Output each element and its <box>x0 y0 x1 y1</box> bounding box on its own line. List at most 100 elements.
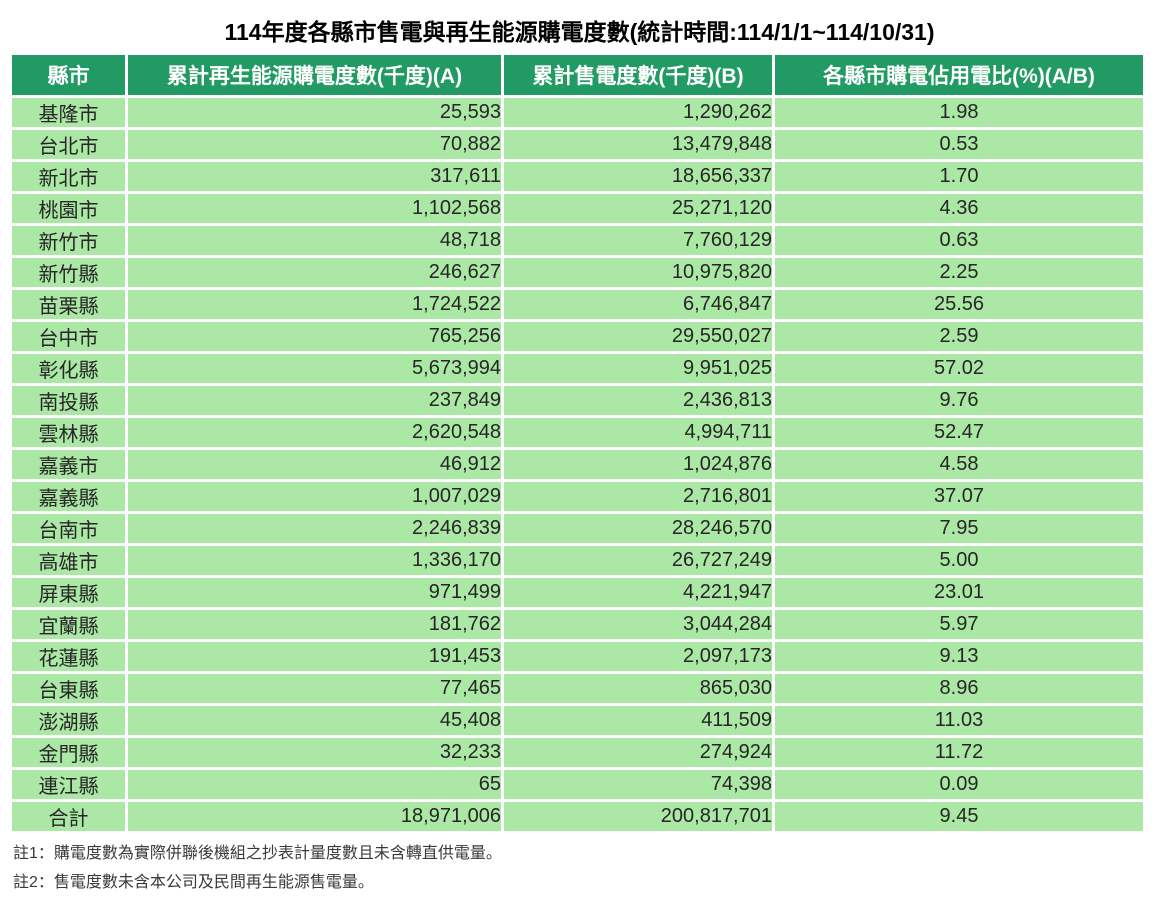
table-row: 台中市 765,256 29,550,027 2.59 <box>12 322 1143 351</box>
cell-renewable-purchase: 237,849 <box>128 386 501 415</box>
table-row: 花蓮縣 191,453 2,097,173 9.13 <box>12 642 1143 671</box>
cell-purchase-ratio: 9.45 <box>775 802 1143 831</box>
table-row: 台東縣 77,465 865,030 8.96 <box>12 674 1143 703</box>
cell-purchase-ratio: 8.96 <box>775 674 1143 703</box>
table-row: 嘉義縣 1,007,029 2,716,801 37.07 <box>12 482 1143 511</box>
cell-purchase-ratio: 9.13 <box>775 642 1143 671</box>
cell-electricity-sales: 2,716,801 <box>504 482 772 511</box>
cell-purchase-ratio: 57.02 <box>775 354 1143 383</box>
table-row: 高雄市 1,336,170 26,727,249 5.00 <box>12 546 1143 575</box>
table-body: 基隆市 25,593 1,290,262 1.98 台北市 70,882 13,479,84… <box>12 98 1143 831</box>
cell-purchase-ratio: 1.98 <box>775 98 1143 127</box>
footnote-2: 註2：售電度數未含本公司及民間再生能源售電量。 <box>13 874 374 891</box>
cell-region: 金門縣 <box>12 738 125 767</box>
cell-renewable-purchase: 25,593 <box>128 98 501 127</box>
cell-region: 澎湖縣 <box>12 706 125 735</box>
cell-purchase-ratio: 5.00 <box>775 546 1143 575</box>
cell-renewable-purchase: 5,673,994 <box>128 354 501 383</box>
cell-electricity-sales: 74,398 <box>504 770 772 799</box>
cell-renewable-purchase: 18,971,006 <box>128 802 501 831</box>
cell-region: 高雄市 <box>12 546 125 575</box>
page-title: 114年度各縣市售電與再生能源購電度數(統計時間:114/1/1~114/10/… <box>224 19 935 45</box>
table-row: 金門縣 32,233 274,924 11.72 <box>12 738 1143 767</box>
cell-electricity-sales: 29,550,027 <box>504 322 772 351</box>
cell-renewable-purchase: 317,611 <box>128 162 501 191</box>
cell-purchase-ratio: 9.76 <box>775 386 1143 415</box>
cell-electricity-sales: 25,271,120 <box>504 194 772 223</box>
cell-renewable-purchase: 971,499 <box>128 578 501 607</box>
cell-region: 苗栗縣 <box>12 290 125 319</box>
cell-renewable-purchase: 1,102,568 <box>128 194 501 223</box>
cell-region: 合計 <box>12 802 125 831</box>
table-row: 新北市 317,611 18,656,337 1.70 <box>12 162 1143 191</box>
cell-electricity-sales: 411,509 <box>504 706 772 735</box>
cell-purchase-ratio: 7.95 <box>775 514 1143 543</box>
cell-region: 新竹市 <box>12 226 125 255</box>
cell-electricity-sales: 2,097,173 <box>504 642 772 671</box>
cell-region: 新竹縣 <box>12 258 125 287</box>
table-row: 嘉義市 46,912 1,024,876 4.58 <box>12 450 1143 479</box>
header-row: 縣市 累計再生能源購電度數(千度)(A) 累計售電度數(千度)(B) 各縣市購電… <box>12 55 1143 95</box>
cell-electricity-sales: 274,924 <box>504 738 772 767</box>
cell-electricity-sales: 28,246,570 <box>504 514 772 543</box>
cell-renewable-purchase: 65 <box>128 770 501 799</box>
cell-region: 花蓮縣 <box>12 642 125 671</box>
cell-region: 連江縣 <box>12 770 125 799</box>
cell-purchase-ratio: 52.47 <box>775 418 1143 447</box>
cell-purchase-ratio: 37.07 <box>775 482 1143 511</box>
table-row: 台南市 2,246,839 28,246,570 7.95 <box>12 514 1143 543</box>
cell-electricity-sales: 865,030 <box>504 674 772 703</box>
cell-electricity-sales: 1,290,262 <box>504 98 772 127</box>
table-row: 雲林縣 2,620,548 4,994,711 52.47 <box>12 418 1143 447</box>
cell-region: 基隆市 <box>12 98 125 127</box>
cell-purchase-ratio: 5.97 <box>775 610 1143 639</box>
cell-electricity-sales: 3,044,284 <box>504 610 772 639</box>
table-row: 桃園市 1,102,568 25,271,120 4.36 <box>12 194 1143 223</box>
table-row: 苗栗縣 1,724,522 6,746,847 25.56 <box>12 290 1143 319</box>
cell-renewable-purchase: 765,256 <box>128 322 501 351</box>
cell-renewable-purchase: 48,718 <box>128 226 501 255</box>
cell-renewable-purchase: 1,007,029 <box>128 482 501 511</box>
cell-renewable-purchase: 2,246,839 <box>128 514 501 543</box>
cell-region: 台北市 <box>12 130 125 159</box>
cell-electricity-sales: 1,024,876 <box>504 450 772 479</box>
cell-purchase-ratio: 0.63 <box>775 226 1143 255</box>
cell-region: 台東縣 <box>12 674 125 703</box>
cell-purchase-ratio: 1.70 <box>775 162 1143 191</box>
table-row: 彰化縣 5,673,994 9,951,025 57.02 <box>12 354 1143 383</box>
cell-region: 嘉義縣 <box>12 482 125 511</box>
cell-electricity-sales: 10,975,820 <box>504 258 772 287</box>
footnotes: 註1：購電度數為實際併聯後機組之抄表計量度數且未含轉直供電量。 註2：售電度數未… <box>13 839 1159 897</box>
cell-purchase-ratio: 4.36 <box>775 194 1143 223</box>
cell-electricity-sales: 2,436,813 <box>504 386 772 415</box>
cell-renewable-purchase: 191,453 <box>128 642 501 671</box>
table-row: 南投縣 237,849 2,436,813 9.76 <box>12 386 1143 415</box>
cell-region: 嘉義市 <box>12 450 125 479</box>
table-row: 澎湖縣 45,408 411,509 11.03 <box>12 706 1143 735</box>
header-county: 縣市 <box>12 55 125 95</box>
table-row: 基隆市 25,593 1,290,262 1.98 <box>12 98 1143 127</box>
cell-region: 彰化縣 <box>12 354 125 383</box>
cell-renewable-purchase: 1,336,170 <box>128 546 501 575</box>
cell-purchase-ratio: 23.01 <box>775 578 1143 607</box>
cell-renewable-purchase: 77,465 <box>128 674 501 703</box>
cell-purchase-ratio: 2.59 <box>775 322 1143 351</box>
cell-purchase-ratio: 11.03 <box>775 706 1143 735</box>
cell-purchase-ratio: 0.09 <box>775 770 1143 799</box>
cell-region: 新北市 <box>12 162 125 191</box>
cell-renewable-purchase: 1,724,522 <box>128 290 501 319</box>
header-electricity-sales: 累計售電度數(千度)(B) <box>504 55 772 95</box>
cell-electricity-sales: 18,656,337 <box>504 162 772 191</box>
cell-renewable-purchase: 45,408 <box>128 706 501 735</box>
cell-region: 宜蘭縣 <box>12 610 125 639</box>
cell-electricity-sales: 200,817,701 <box>504 802 772 831</box>
header-renewable-purchase: 累計再生能源購電度數(千度)(A) <box>128 55 501 95</box>
table-row: 連江縣 65 74,398 0.09 <box>12 770 1143 799</box>
cell-region: 屏東縣 <box>12 578 125 607</box>
total-row: 合計 18,971,006 200,817,701 9.45 <box>12 802 1143 831</box>
cell-renewable-purchase: 181,762 <box>128 610 501 639</box>
cell-electricity-sales: 13,479,848 <box>504 130 772 159</box>
table-row: 新竹市 48,718 7,760,129 0.63 <box>12 226 1143 255</box>
cell-electricity-sales: 7,760,129 <box>504 226 772 255</box>
